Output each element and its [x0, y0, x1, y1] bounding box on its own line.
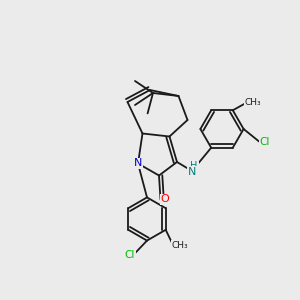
Text: Cl: Cl — [260, 136, 270, 147]
Text: Cl: Cl — [124, 250, 135, 260]
Text: N: N — [134, 158, 142, 169]
Text: N: N — [188, 167, 196, 177]
Text: CH₃: CH₃ — [172, 241, 188, 250]
Text: H: H — [190, 161, 198, 171]
Text: CH₃: CH₃ — [244, 98, 261, 107]
Text: O: O — [160, 194, 169, 205]
